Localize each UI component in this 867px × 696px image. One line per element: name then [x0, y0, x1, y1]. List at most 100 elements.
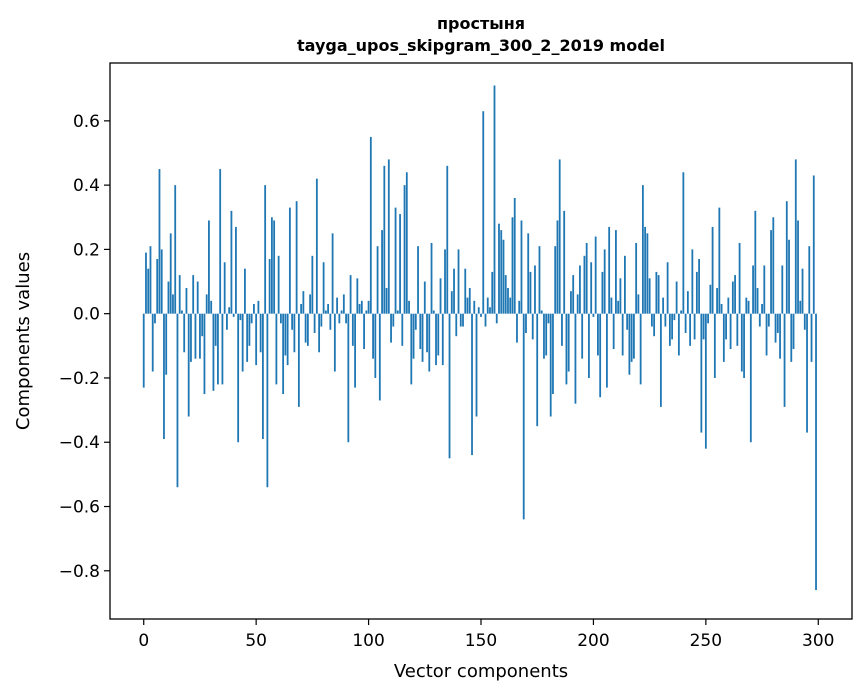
bar: [509, 297, 512, 314]
bar: [686, 291, 689, 314]
bar: [268, 259, 271, 314]
bar: [603, 249, 606, 314]
bar: [671, 313, 674, 340]
bar: [531, 313, 534, 340]
bar: [484, 313, 487, 327]
bar: [446, 165, 449, 314]
bar: [455, 313, 458, 337]
bar: [498, 223, 500, 314]
bar: [522, 313, 525, 520]
bar: [279, 313, 282, 324]
bar: [792, 313, 795, 350]
bar: [570, 291, 572, 314]
bar: [414, 313, 417, 330]
x-tick-label: 0: [138, 631, 149, 651]
bar: [592, 313, 595, 317]
y-tick-label: 0.6: [73, 112, 100, 132]
bar: [572, 275, 575, 314]
bar: [167, 281, 170, 314]
bar: [199, 313, 201, 359]
bar: [511, 217, 514, 314]
bar: [659, 313, 662, 407]
bar: [507, 287, 509, 314]
bar: [729, 313, 732, 350]
bar: [246, 313, 249, 362]
bar: [444, 249, 446, 314]
bar: [390, 313, 392, 343]
bar: [336, 297, 338, 314]
bar: [354, 313, 356, 388]
bar: [612, 313, 615, 350]
bar: [403, 185, 406, 314]
bar: [392, 313, 395, 327]
bar: [743, 313, 745, 378]
bar: [221, 313, 224, 385]
bar: [738, 242, 741, 314]
bar: [567, 313, 570, 372]
bar: [810, 313, 813, 362]
bar-series: [142, 85, 817, 591]
bar: [799, 300, 802, 314]
bar: [421, 313, 424, 362]
bar: [149, 246, 152, 314]
bar: [459, 313, 462, 327]
y-axis-label: Components values: [13, 252, 34, 430]
bar: [217, 313, 219, 385]
bar: [340, 310, 343, 314]
bar: [727, 297, 730, 314]
bar: [682, 172, 685, 314]
bar: [624, 255, 626, 314]
bar: [257, 300, 260, 314]
bar: [547, 313, 550, 324]
bar: [342, 294, 345, 314]
bar: [244, 268, 246, 314]
bar: [417, 246, 419, 314]
bar: [720, 304, 723, 314]
bar: [608, 226, 611, 314]
bar: [558, 159, 561, 314]
bar: [619, 278, 622, 314]
bar: [495, 313, 498, 324]
bar: [381, 230, 383, 314]
bar: [693, 313, 696, 340]
bar: [673, 313, 676, 321]
bar: [641, 185, 644, 314]
bar: [210, 300, 213, 314]
bar: [808, 246, 811, 314]
bar: [241, 313, 244, 372]
bar: [448, 313, 451, 459]
bar: [185, 287, 188, 314]
bar: [192, 275, 195, 314]
bar: [329, 313, 332, 330]
bar: [783, 313, 786, 407]
bar: [255, 313, 258, 366]
bar: [275, 313, 278, 385]
bar: [617, 300, 620, 314]
y-tick-label: −0.8: [59, 562, 100, 582]
bar: [181, 310, 183, 314]
bar: [450, 291, 453, 314]
bar: [376, 246, 379, 314]
bar: [203, 313, 206, 395]
bar: [549, 313, 552, 417]
bar: [288, 207, 291, 314]
bar: [435, 313, 437, 366]
chart-subtitle-text: tayga_upos_skipgram_300_2_2019 model: [297, 36, 665, 55]
bar: [410, 313, 413, 385]
bar: [556, 220, 559, 314]
bar: [680, 310, 683, 314]
bar: [318, 313, 321, 353]
bar: [338, 313, 341, 324]
bar: [637, 294, 640, 314]
bar: [419, 313, 422, 350]
bar: [187, 313, 190, 417]
bar: [554, 246, 557, 314]
bar: [145, 252, 147, 314]
bar: [630, 313, 633, 362]
bar: [165, 313, 168, 375]
bar: [585, 242, 588, 314]
bar: [803, 313, 806, 330]
bar: [788, 239, 790, 314]
bar: [151, 313, 154, 372]
bar: [309, 294, 312, 314]
